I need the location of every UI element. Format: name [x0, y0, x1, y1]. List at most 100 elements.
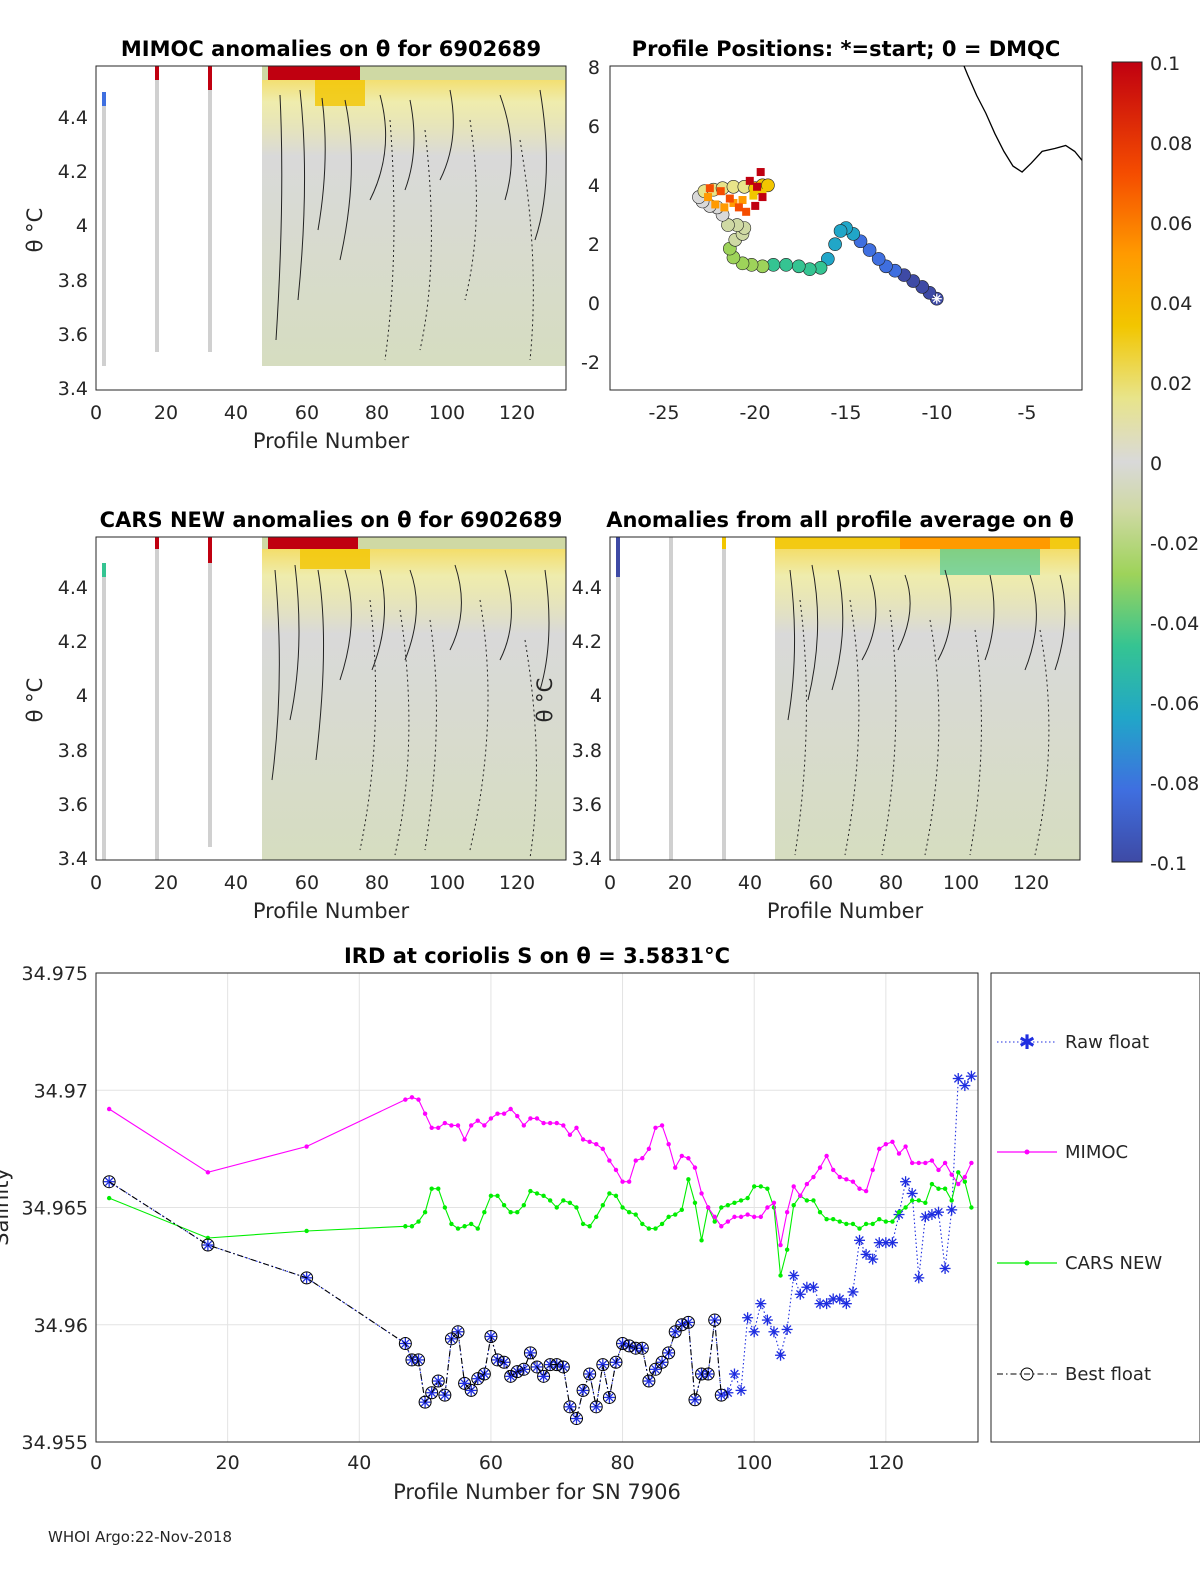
best-float-point	[471, 1372, 485, 1386]
mimoc-title: MIMOC anomalies on θ for 6902689	[121, 37, 541, 61]
cars-new-point	[830, 1217, 836, 1222]
cars-new-point	[521, 1202, 527, 1208]
ytick: 4.4	[58, 577, 88, 599]
mimoc-point	[547, 1120, 553, 1126]
mimoc-point	[528, 1116, 533, 1121]
cars-new-point	[468, 1221, 474, 1227]
cars-new-point	[574, 1205, 579, 1210]
cars-new-point	[646, 1226, 652, 1231]
ytick: 6	[588, 116, 600, 138]
cars-new-point	[870, 1221, 875, 1227]
cars-new-point	[857, 1226, 862, 1231]
cars-new-point	[541, 1193, 546, 1198]
mimoc-point	[659, 1123, 665, 1128]
cars-contours-dotted	[359, 599, 537, 859]
best-float-point	[596, 1358, 610, 1372]
cars-top-hot	[268, 537, 358, 549]
raw-float-point	[794, 1288, 806, 1300]
best-float-point	[550, 1358, 564, 1372]
xtick: 80	[610, 1452, 634, 1474]
cars-new-point	[811, 1198, 816, 1203]
avg-strip-1-cap	[616, 537, 620, 577]
best-float-point	[425, 1386, 439, 1400]
avg-top-cool	[940, 549, 1040, 575]
xtick: 120	[499, 872, 535, 894]
avg-strip-1	[616, 537, 620, 860]
panel-avg: 0 20 40 60 80 100 120 3.4 3.6 3.8 4 4.2 …	[533, 508, 1081, 923]
best-float-point	[569, 1412, 583, 1426]
salinity-ylabel: Salinity	[0, 1168, 13, 1246]
raw-float-point	[735, 1384, 747, 1396]
cars-yticks: 3.4 3.6 3.8 4 4.2 4.4	[58, 577, 88, 870]
xtick: 20	[668, 872, 692, 894]
mimoc-point	[844, 1177, 849, 1182]
mimoc-point	[692, 1165, 698, 1170]
cars-new-point	[679, 1207, 685, 1213]
mimoc-point	[442, 1120, 448, 1126]
mimoc-point	[817, 1165, 823, 1170]
xtick: 100	[429, 872, 465, 894]
mimoc-point	[771, 1200, 777, 1206]
cars-new-point	[495, 1193, 500, 1198]
cars-new-point	[613, 1193, 619, 1198]
mimoc-point	[765, 1205, 770, 1210]
cars-new-point	[534, 1191, 540, 1196]
mimoc-point	[949, 1172, 954, 1177]
mimoc-point	[429, 1125, 434, 1130]
xtick: 40	[738, 872, 762, 894]
cars-new-point	[804, 1198, 810, 1203]
cbar-tick: -0.08	[1150, 773, 1199, 795]
raw-float-point	[538, 1370, 550, 1382]
mimoc-point	[870, 1167, 875, 1173]
cars-new-point	[515, 1209, 520, 1215]
cars-new-point	[659, 1221, 665, 1227]
panel-cars: 0 20 40 60 80 100 120 3.4 3.6 3.8 4 4.2 …	[23, 508, 567, 923]
ytick: -2	[581, 352, 600, 374]
ytick: 34.975	[22, 963, 88, 985]
cars-new-point	[640, 1221, 645, 1227]
avg-strip-3-cap	[722, 537, 726, 549]
legend-cars-marker	[1024, 1260, 1030, 1266]
cars-new-point	[653, 1226, 658, 1231]
cars-new-point	[850, 1221, 856, 1227]
best-float-point	[635, 1341, 649, 1355]
mimoc-point	[890, 1139, 895, 1145]
avg-strip-3	[722, 537, 726, 860]
cars-new-point	[936, 1186, 941, 1191]
best-float-point	[543, 1358, 557, 1372]
mimoc-point	[903, 1144, 908, 1149]
ytick: 0	[588, 293, 600, 315]
avg-xticks: 0 20 40 60 80 100 120	[604, 872, 1049, 894]
mimoc-point	[791, 1184, 796, 1189]
best-float-point	[431, 1374, 445, 1388]
cars-new-point	[554, 1205, 559, 1210]
mimoc-point	[587, 1139, 592, 1145]
avg-yticks: 3.4 3.6 3.8 4 4.2 4.4	[572, 577, 602, 870]
cars-new-point	[692, 1200, 698, 1206]
cbar-tick: 0.08	[1150, 133, 1192, 155]
ytick: 3.4	[58, 378, 88, 400]
cars-strip-2-cap	[155, 537, 159, 549]
raw-float-point	[814, 1298, 826, 1310]
cars-new-point	[626, 1209, 632, 1215]
raw-float-point	[472, 1373, 484, 1385]
xtick: -15	[830, 402, 861, 424]
profile-position-square	[711, 200, 720, 209]
cars-new-point	[758, 1184, 763, 1189]
mimoc-point	[923, 1160, 928, 1166]
cars-new-point	[403, 1224, 408, 1229]
raw-float-point	[860, 1248, 872, 1260]
cars-new-point	[778, 1273, 783, 1278]
profile-position	[828, 237, 842, 251]
mimoc-contours	[275, 89, 547, 341]
cars-axes	[95, 536, 567, 861]
mimoc-point	[508, 1106, 513, 1112]
raw-float-point	[952, 1073, 964, 1085]
mimoc-point	[745, 1212, 750, 1217]
raw-float-point	[946, 1204, 958, 1216]
cars-field	[262, 537, 566, 860]
best-float-point	[609, 1355, 623, 1369]
mimoc-point	[666, 1141, 671, 1147]
raw-float-point	[939, 1262, 951, 1274]
